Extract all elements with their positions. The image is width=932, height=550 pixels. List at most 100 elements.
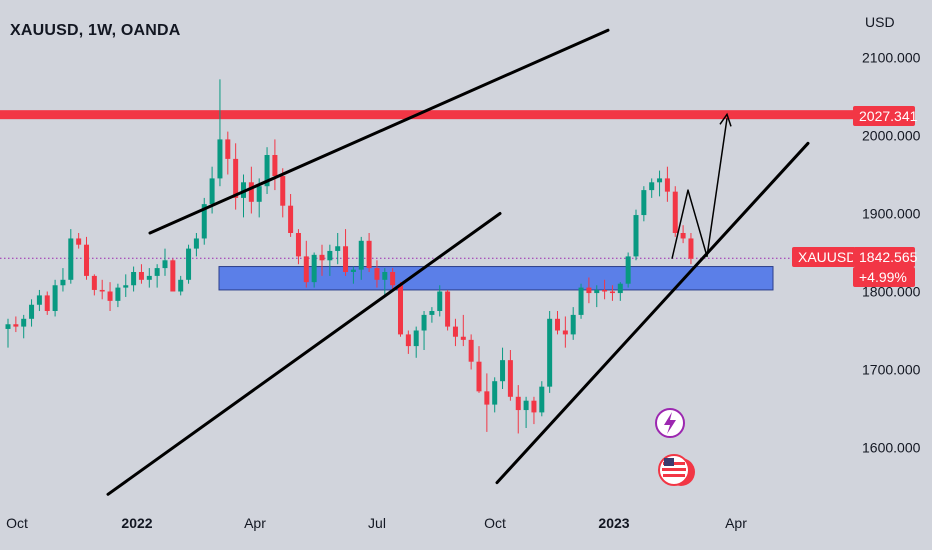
candle-up[interactable] — [154, 268, 160, 276]
candle-up[interactable] — [523, 400, 529, 411]
candle-down[interactable] — [672, 191, 678, 233]
candle-up[interactable] — [186, 248, 192, 280]
candle-down[interactable] — [99, 289, 105, 292]
channel-lower-line[interactable] — [106, 212, 502, 496]
candle-up[interactable] — [178, 279, 184, 292]
candle-up[interactable] — [311, 254, 317, 283]
candle-up[interactable] — [413, 330, 419, 347]
candle-up[interactable] — [649, 182, 655, 191]
candle-down[interactable] — [586, 287, 592, 294]
candle-down[interactable] — [609, 291, 615, 294]
candle-down[interactable] — [13, 324, 19, 327]
candle-up[interactable] — [5, 324, 11, 329]
candle-up[interactable] — [256, 186, 262, 202]
candle-down[interactable] — [84, 244, 89, 276]
candle-down[interactable] — [343, 246, 349, 272]
channel-upper-line[interactable] — [148, 28, 610, 235]
candle-up[interactable] — [500, 360, 506, 382]
candle-up[interactable] — [617, 283, 623, 294]
change-percent-tag: +4.99% — [853, 267, 915, 287]
flag-canton — [664, 458, 674, 466]
candle-up[interactable] — [578, 287, 584, 315]
candle-up[interactable] — [641, 190, 647, 216]
candle-down[interactable] — [91, 275, 97, 290]
candle-down[interactable] — [531, 400, 537, 413]
candle-down[interactable] — [374, 268, 380, 280]
candle-up[interactable] — [21, 318, 27, 327]
candle-up[interactable] — [52, 285, 58, 311]
projection-path[interactable] — [671, 118, 728, 259]
candle-up[interactable] — [264, 155, 270, 187]
candle-down[interactable] — [319, 254, 325, 261]
candle-down[interactable] — [680, 233, 686, 239]
candle-up[interactable] — [625, 256, 631, 284]
candle-down[interactable] — [555, 318, 560, 331]
candle-up[interactable] — [162, 260, 168, 269]
candle-up[interactable] — [633, 215, 639, 257]
candle-up[interactable] — [131, 272, 137, 286]
candle-up[interactable] — [570, 314, 576, 335]
candle-down[interactable] — [295, 233, 301, 257]
flag-stripe — [662, 468, 686, 471]
candle-up[interactable] — [201, 204, 207, 239]
candle-down[interactable] — [107, 291, 113, 301]
candle-up[interactable] — [115, 287, 121, 301]
candle-up[interactable] — [539, 386, 545, 413]
candle-up[interactable] — [68, 238, 74, 280]
candle-up[interactable] — [193, 238, 199, 249]
candle-down[interactable] — [664, 178, 670, 192]
candle-down[interactable] — [76, 238, 82, 245]
candle-down[interactable] — [468, 339, 474, 362]
candle-up[interactable] — [429, 311, 435, 315]
candle-down[interactable] — [225, 139, 231, 159]
candle-up[interactable] — [437, 291, 443, 312]
candle-down[interactable] — [138, 272, 144, 280]
candle-up[interactable] — [358, 240, 364, 270]
support-zone[interactable] — [218, 266, 774, 291]
candle-down[interactable] — [602, 289, 608, 292]
candle-up[interactable] — [29, 304, 35, 319]
candle-up[interactable] — [209, 178, 215, 205]
candle-up[interactable] — [350, 269, 356, 272]
candle-down[interactable] — [476, 361, 482, 392]
candle-up[interactable] — [421, 314, 427, 331]
candle-up[interactable] — [657, 178, 663, 183]
candle-down[interactable] — [398, 285, 403, 335]
candle-down[interactable] — [170, 260, 176, 292]
candle-down[interactable] — [272, 155, 278, 177]
symbol-tag[interactable]: XAUUSD — [792, 247, 856, 267]
candle-up[interactable] — [382, 272, 388, 280]
candle-down[interactable] — [288, 205, 294, 233]
candle-up[interactable] — [335, 246, 341, 251]
candle-down[interactable] — [366, 240, 372, 269]
symbol-title[interactable]: XAUUSD, 1W, OANDA — [10, 22, 181, 39]
candle-up[interactable] — [547, 318, 553, 387]
candle-up[interactable] — [594, 289, 600, 294]
candle-down[interactable] — [280, 176, 286, 206]
candle-up[interactable] — [492, 381, 498, 405]
candle-down[interactable] — [445, 291, 451, 327]
candle-down[interactable] — [515, 396, 521, 411]
candle-up[interactable] — [36, 295, 42, 305]
candle-up[interactable] — [327, 250, 333, 261]
candle-up[interactable] — [123, 285, 129, 288]
candle-down[interactable] — [562, 330, 568, 335]
rising-trendline[interactable] — [495, 141, 810, 485]
candle-down[interactable] — [303, 256, 309, 283]
candle-down[interactable] — [460, 336, 466, 340]
candle-down[interactable] — [484, 391, 490, 405]
candle-down[interactable] — [248, 182, 254, 202]
candle-down[interactable] — [44, 295, 50, 311]
candle-down[interactable] — [688, 238, 694, 259]
resistance-line[interactable] — [0, 110, 853, 120]
candle-down[interactable] — [405, 334, 411, 347]
candle-up[interactable] — [146, 275, 152, 280]
candle-down[interactable] — [233, 158, 239, 198]
candle-down[interactable] — [507, 360, 513, 397]
candle-up[interactable] — [60, 279, 66, 286]
candle-down[interactable] — [390, 272, 396, 286]
candle-down[interactable] — [452, 326, 458, 337]
candle-up[interactable] — [217, 139, 223, 179]
